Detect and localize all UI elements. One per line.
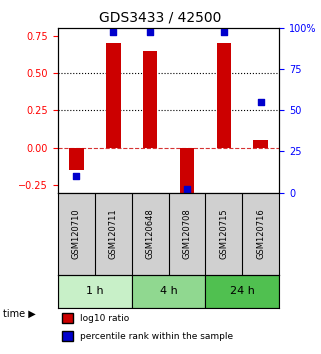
Point (184, 187, 189, 192)
Text: percentile rank within the sample: percentile rank within the sample (80, 332, 233, 341)
Point (74, 173, 79, 179)
Bar (143, 51, 157, 148)
Text: GSM120710: GSM120710 (72, 208, 81, 259)
FancyBboxPatch shape (62, 313, 73, 323)
Text: GSM120716: GSM120716 (256, 208, 265, 259)
Point (221, 29, 226, 34)
Bar (216, 43, 231, 148)
FancyBboxPatch shape (132, 275, 205, 308)
Point (110, 29, 116, 34)
Bar (106, 43, 120, 148)
Bar (179, 148, 194, 193)
Text: GDS3433 / 42500: GDS3433 / 42500 (99, 11, 222, 25)
FancyBboxPatch shape (205, 275, 279, 308)
Point (147, 29, 153, 34)
Text: GSM120715: GSM120715 (219, 208, 229, 259)
Text: 4 h: 4 h (160, 286, 178, 296)
Point (258, 99, 263, 105)
Bar (69, 148, 83, 170)
Text: log10 ratio: log10 ratio (80, 314, 129, 323)
FancyBboxPatch shape (62, 331, 73, 341)
Text: 24 h: 24 h (230, 286, 255, 296)
Text: GSM120708: GSM120708 (182, 208, 192, 259)
Bar (253, 140, 268, 148)
Text: GSM120711: GSM120711 (108, 208, 118, 259)
Text: GSM120648: GSM120648 (145, 208, 155, 259)
Text: time ▶: time ▶ (3, 308, 36, 318)
FancyBboxPatch shape (58, 275, 132, 308)
Text: 1 h: 1 h (86, 286, 103, 296)
